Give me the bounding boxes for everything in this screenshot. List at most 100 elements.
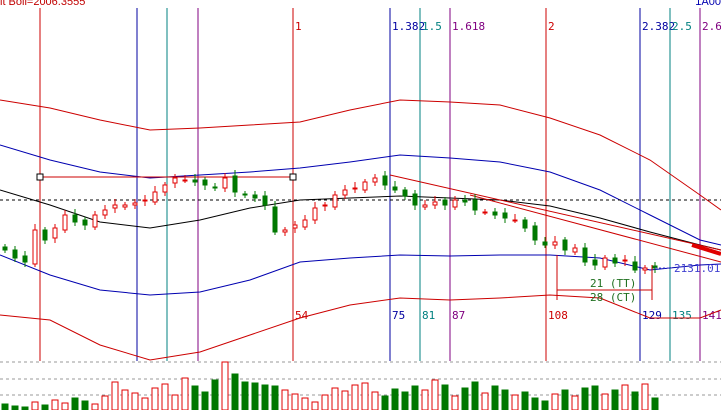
candle-up (52, 227, 58, 239)
volume-bar (541, 400, 549, 410)
candle-up (342, 189, 348, 196)
volume-bar (531, 397, 539, 410)
bollinger-upper-inner (0, 144, 721, 246)
fib-ratio-label: 2.382 (642, 20, 675, 33)
volume-bar (241, 381, 249, 410)
trend-line (469, 194, 721, 263)
candle-up (222, 177, 228, 189)
bar-count-label: 75 (392, 309, 405, 322)
candle-down (72, 214, 78, 223)
candle-down (582, 247, 588, 263)
trend-arrow (691, 243, 721, 256)
volume-bar (361, 382, 369, 410)
volume-bar (11, 405, 19, 410)
volume-bar (431, 379, 439, 410)
volume-bar (251, 382, 259, 410)
volume-bar (401, 391, 409, 410)
volume-bar (351, 384, 359, 410)
candle-up (332, 194, 338, 208)
candle-down (392, 186, 398, 191)
indicator-label: lt Boll=2006.3555 (0, 0, 86, 8)
candle-down (42, 229, 48, 241)
volume-bar (511, 394, 519, 410)
candle-down (82, 219, 88, 226)
volume-bar (621, 384, 629, 410)
volume-bar (371, 391, 379, 410)
candle-up (482, 211, 488, 214)
fib-ratio-label: 2.5 (672, 20, 692, 33)
candle-down (532, 225, 538, 241)
bar-count-label: 135 (672, 309, 692, 322)
candle-down (192, 179, 198, 183)
candle-up (432, 201, 438, 206)
volume-bar (41, 404, 49, 410)
volume-bar (111, 381, 119, 410)
candle-up (182, 179, 188, 182)
candle-down (472, 199, 478, 211)
candle-up (292, 224, 298, 229)
volume-bar (221, 361, 229, 410)
volume-bar (461, 387, 469, 410)
volume-bar (321, 394, 329, 410)
candle-up (312, 207, 318, 221)
segment-handle (36, 173, 44, 181)
volume-bar (491, 385, 499, 410)
candle-up (372, 177, 378, 183)
volume-bar (261, 384, 269, 410)
volume-bar (601, 393, 609, 410)
volume-bar (21, 406, 29, 410)
candle-up (622, 259, 628, 262)
bar-count-label: 81 (422, 309, 435, 322)
candle-down (2, 246, 8, 251)
volume-bar (501, 389, 509, 410)
volume-bar (181, 377, 189, 410)
candle-up (302, 219, 308, 228)
volume-bar (1, 403, 9, 410)
volume-bar (641, 383, 649, 410)
bollinger-upper-outer (0, 99, 721, 211)
candle-down (562, 239, 568, 251)
bollinger-middle (0, 189, 721, 251)
candle-down (632, 261, 638, 271)
fib-ratio-label: 1.618 (452, 20, 485, 33)
candle-up (452, 199, 458, 208)
candle-down (232, 175, 238, 193)
volume-bar (131, 392, 139, 410)
volume-bar (151, 387, 159, 410)
candle-down (242, 193, 248, 196)
candle-up (62, 214, 68, 231)
candle-down (612, 257, 618, 264)
candle-up (152, 191, 158, 203)
fib-ratio-label: 2 (548, 20, 555, 33)
trend-line (389, 174, 721, 251)
candle-down (492, 211, 498, 216)
candle-down (12, 249, 18, 259)
volume-bar (231, 373, 239, 410)
volume-bar (571, 395, 579, 410)
candle-down (262, 195, 268, 206)
volume-bar (171, 394, 179, 410)
candle-up (352, 187, 358, 190)
volume-bar (61, 402, 69, 410)
volume-bar (411, 385, 419, 410)
candle-down (402, 189, 408, 197)
volume-bar (471, 381, 479, 410)
candle-up (362, 181, 368, 191)
volume-bar (441, 384, 449, 410)
candle-up (132, 202, 138, 206)
candle-up (512, 219, 518, 222)
candle-down (522, 219, 528, 229)
volume-bar (421, 389, 429, 410)
volume-bar (101, 395, 109, 410)
candle-down (462, 199, 468, 203)
candle-up (322, 204, 328, 207)
candle-up (602, 257, 608, 268)
candle-down (252, 194, 258, 199)
bollinger-lower-outer (0, 294, 721, 361)
candle-up (642, 267, 648, 271)
segment-handle (289, 173, 297, 181)
volume-bar (451, 395, 459, 410)
candle-up (142, 199, 148, 202)
volume-bar (201, 391, 209, 410)
